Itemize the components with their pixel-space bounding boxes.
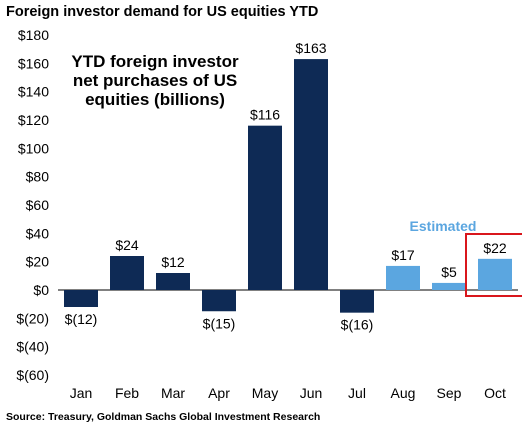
- bar-oct: [478, 258, 512, 290]
- bar-mar: [156, 273, 190, 290]
- bar-may: [248, 125, 282, 291]
- y-tick-label: $0: [33, 282, 49, 298]
- x-tick-label: Aug: [391, 385, 416, 401]
- x-tick-label: Sep: [437, 385, 462, 401]
- data-label: $17: [391, 247, 415, 263]
- data-label: $5: [441, 264, 457, 280]
- y-tick-label: $120: [18, 112, 49, 128]
- x-tick-label: Oct: [484, 385, 506, 401]
- data-label: $24: [115, 237, 139, 253]
- bar-jan: [64, 290, 98, 307]
- bar-jun: [294, 59, 328, 291]
- bar-aug: [386, 265, 420, 290]
- y-tick-label: $(20): [16, 310, 49, 326]
- chart-header-title: Foreign investor demand for US equities …: [6, 4, 319, 20]
- data-label: $22: [483, 240, 507, 256]
- y-tick-label: $100: [18, 140, 49, 156]
- y-tick-label: $140: [18, 84, 49, 100]
- y-tick-label: $60: [26, 197, 50, 213]
- data-label: $163: [295, 40, 326, 56]
- chart-title-line: YTD foreign investor: [71, 52, 239, 71]
- source-note: Source: Treasury, Goldman Sachs Global I…: [6, 411, 321, 423]
- x-tick-label: Feb: [115, 385, 139, 401]
- x-tick-label: Jan: [70, 385, 93, 401]
- bar-sep: [432, 282, 466, 290]
- y-tick-label: $20: [26, 254, 50, 270]
- y-tick-label: $(40): [16, 339, 49, 355]
- data-label: $(15): [203, 315, 236, 331]
- highlight-box: [465, 233, 522, 297]
- data-label: $(16): [341, 317, 374, 333]
- bar-feb: [110, 256, 144, 290]
- y-tick-label: $(60): [16, 367, 49, 383]
- x-tick-label: May: [252, 385, 278, 401]
- y-tick-label: $180: [18, 27, 49, 43]
- data-label: $12: [161, 254, 185, 270]
- y-tick-label: $40: [26, 225, 50, 241]
- data-label: $(12): [65, 311, 98, 327]
- x-tick-label: Mar: [161, 385, 185, 401]
- chart-title-line: equities (billions): [85, 90, 225, 109]
- y-tick-label: $160: [18, 55, 49, 71]
- x-tick-label: Jun: [300, 385, 323, 401]
- estimated-label: Estimated: [410, 218, 477, 234]
- bar-jul: [340, 290, 374, 313]
- chart-title-line: net purchases of US: [73, 71, 237, 90]
- bar-apr: [202, 290, 236, 312]
- x-tick-label: Apr: [208, 385, 230, 401]
- y-tick-label: $80: [26, 169, 50, 185]
- x-tick-label: Jul: [348, 385, 366, 401]
- data-label: $116: [250, 107, 280, 123]
